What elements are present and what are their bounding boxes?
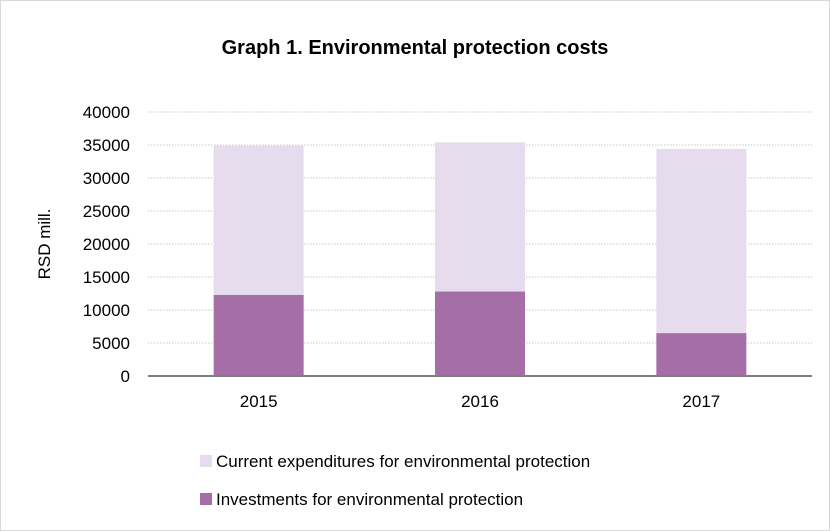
bar-segment <box>214 295 304 376</box>
legend-label: Investments for environmental protection <box>216 490 523 509</box>
legend-swatch <box>200 455 212 467</box>
legend-label: Current expenditures for environmental p… <box>216 452 590 471</box>
y-tick-label: 30000 <box>83 169 130 188</box>
x-tick-label: 2016 <box>461 392 499 411</box>
y-tick-label: 5000 <box>92 334 130 353</box>
bar-segment <box>214 146 304 295</box>
bars <box>214 142 747 376</box>
bar-segment <box>435 142 525 291</box>
chart-title: Graph 1. Environmental protection costs <box>222 37 609 59</box>
x-tick-label: 2017 <box>682 392 720 411</box>
y-tick-label: 10000 <box>83 301 130 320</box>
y-tick-label: 40000 <box>83 103 130 122</box>
y-tick-label: 25000 <box>83 202 130 221</box>
x-tick-label: 2015 <box>240 392 278 411</box>
bar-segment <box>656 149 746 333</box>
y-axis-title: RSD mill. <box>35 209 54 280</box>
y-tick-label: 35000 <box>83 136 130 155</box>
x-tick-labels: 2015 2016 2017 <box>240 392 720 411</box>
y-tick-label: 15000 <box>83 268 130 287</box>
legend: Current expenditures for environmental p… <box>200 452 590 509</box>
legend-swatch <box>200 493 212 505</box>
bar-segment <box>435 292 525 376</box>
bar-segment <box>656 333 746 376</box>
y-tick-label: 0 <box>121 367 130 386</box>
y-tick-label: 20000 <box>83 235 130 254</box>
y-tick-labels: 0 5000 10000 15000 20000 25000 30000 35000 40000 <box>83 103 130 386</box>
